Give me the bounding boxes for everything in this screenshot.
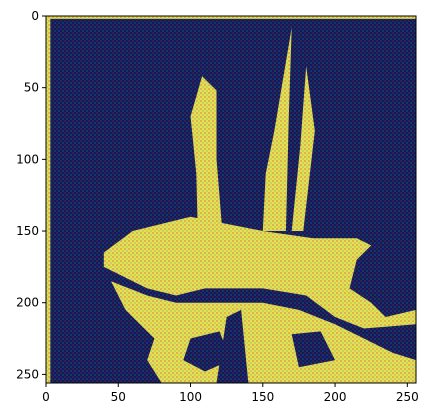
- x-tick-label: 200: [324, 390, 347, 404]
- x-axis: 0 50 100 150 200 250: [42, 383, 419, 404]
- y-tick-label: 0: [31, 9, 39, 23]
- y-tick-label: 50: [24, 81, 39, 95]
- y-tick-label: 250: [16, 367, 39, 381]
- plot-frame: [45, 15, 417, 384]
- plot-area: [46, 16, 416, 383]
- x-tick-label: 250: [396, 390, 419, 404]
- y-axis: 0 50 100 150 200 250: [16, 9, 46, 381]
- y-tick-label: 200: [16, 296, 39, 310]
- y-tick-label: 100: [16, 152, 39, 166]
- x-tick-label: 150: [251, 390, 274, 404]
- heatmap-texture: [46, 16, 416, 383]
- x-tick-label: 100: [179, 390, 202, 404]
- x-tick-label: 50: [111, 390, 126, 404]
- y-tick-label: 150: [16, 224, 39, 238]
- x-tick-label: 0: [42, 390, 50, 404]
